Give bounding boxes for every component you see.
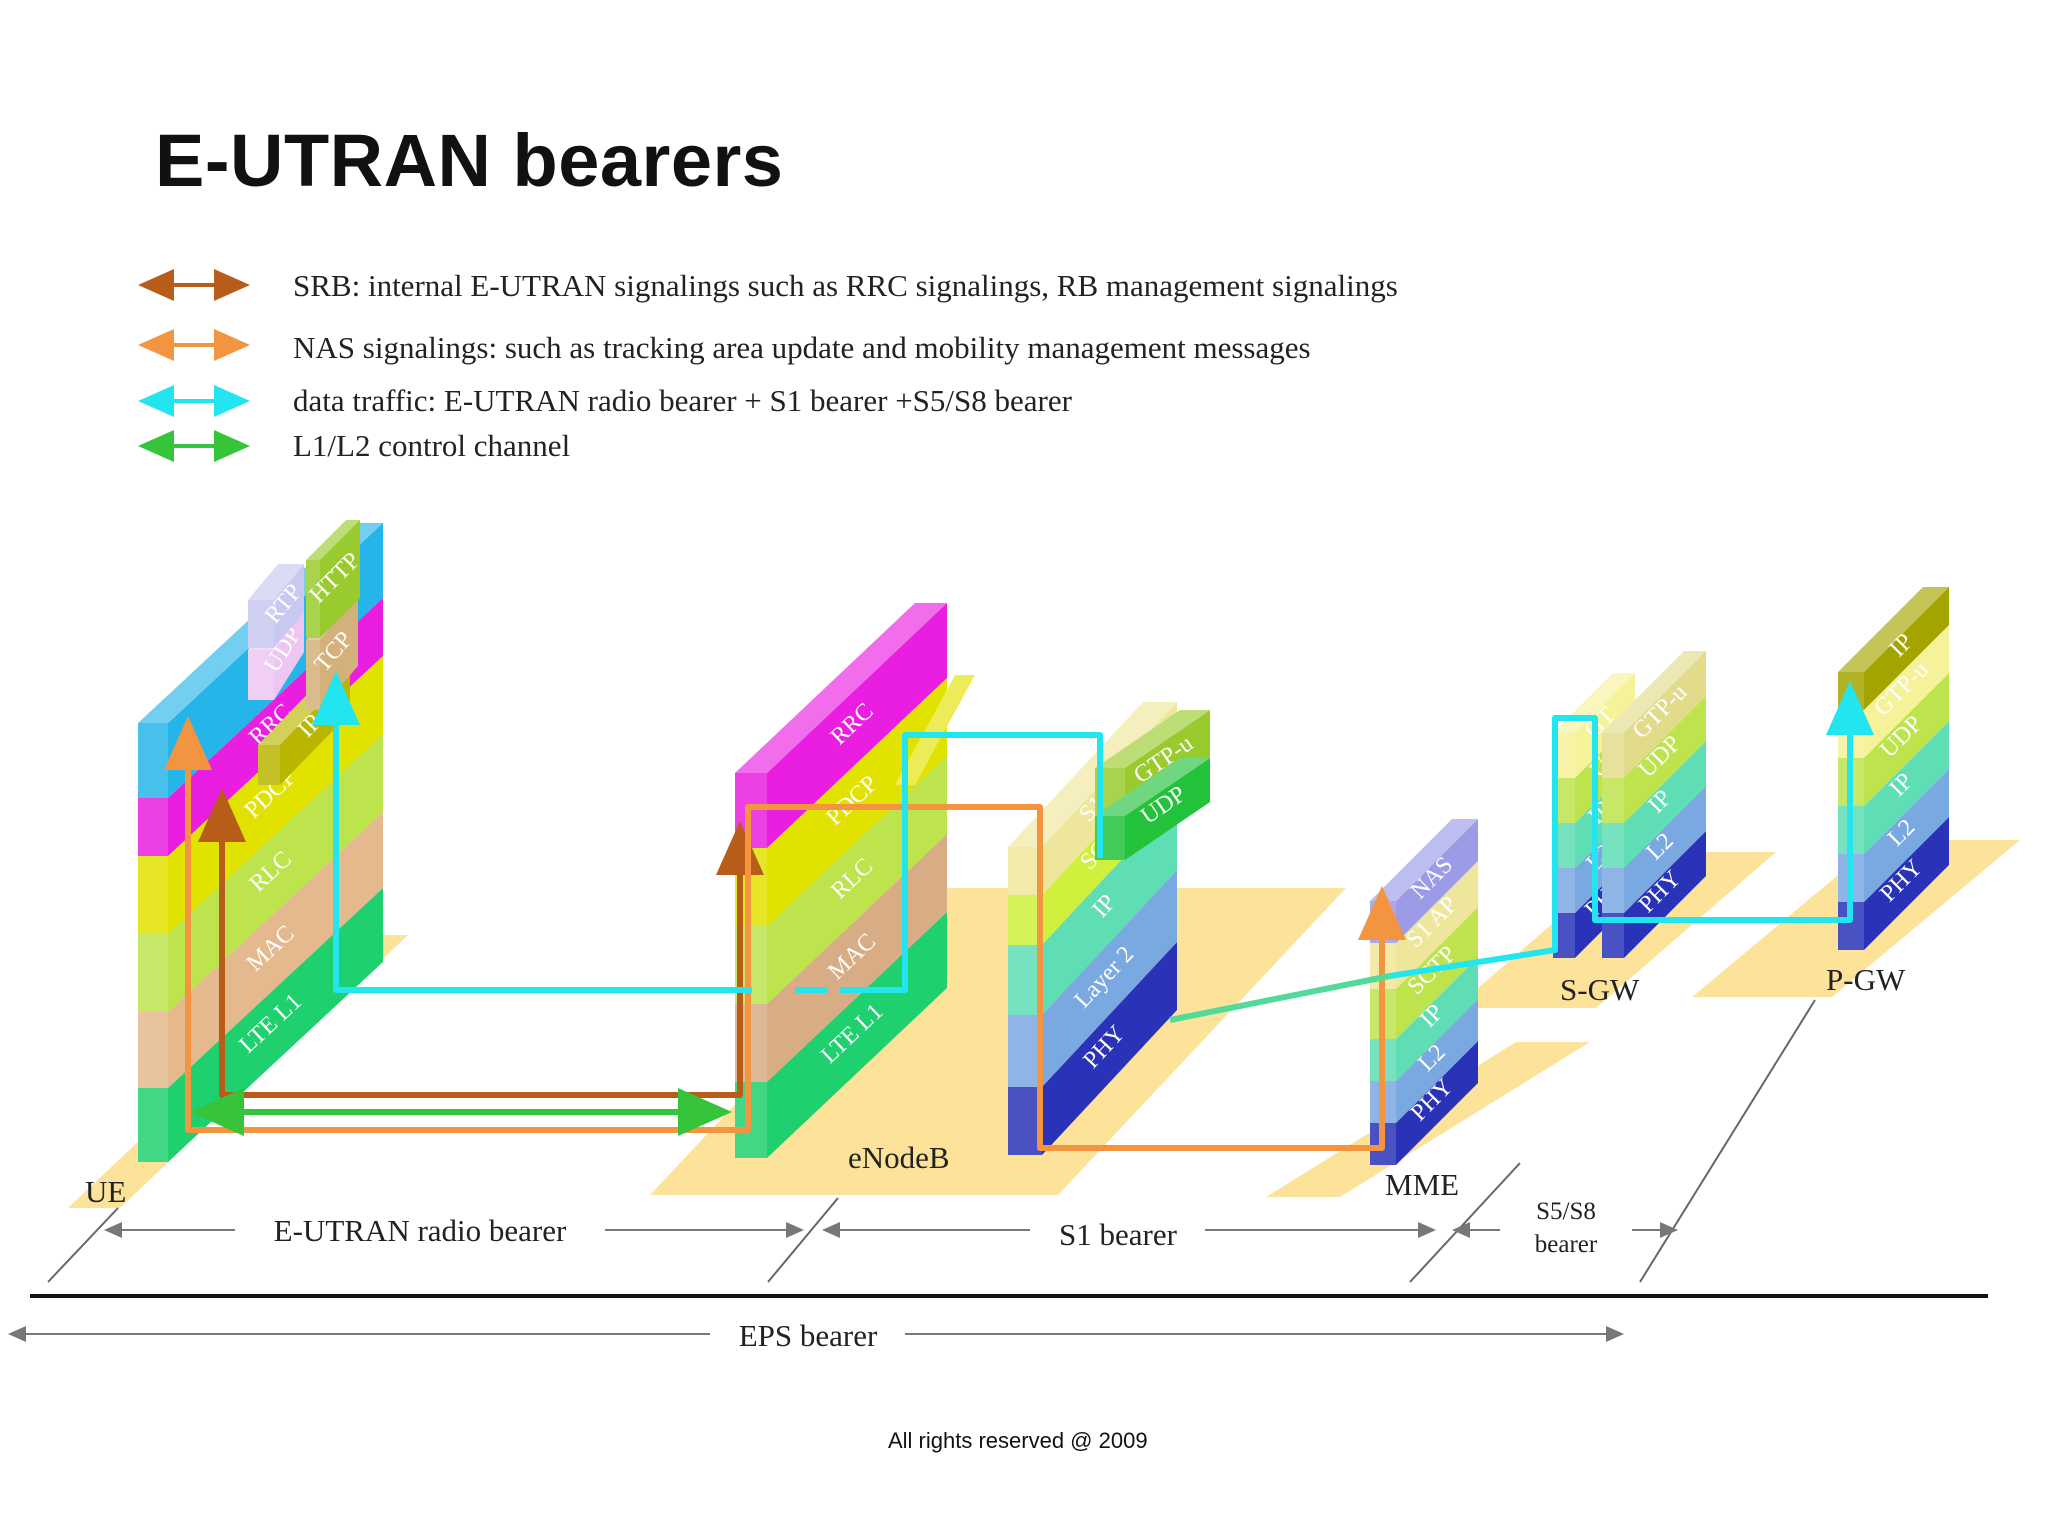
sgw-right-stack-layer-1-front bbox=[1602, 778, 1624, 823]
radio-bearer-label: E-UTRAN radio bearer bbox=[274, 1213, 567, 1248]
legend-nas-label: NAS signalings: such as tracking area up… bbox=[293, 330, 1311, 365]
ue-label: UE bbox=[85, 1174, 126, 1209]
pgw-stack-layer-0-front bbox=[1838, 672, 1864, 710]
ue-http-layer-top bbox=[306, 520, 360, 560]
data-path-ue bbox=[312, 671, 752, 993]
sgw-right-stack-layer-3-side bbox=[1624, 786, 1706, 913]
ue-control-stack-layer-4-front bbox=[138, 1012, 168, 1088]
pgw-stack-layer-0-side bbox=[1864, 587, 1949, 710]
legend-data-traffic-label: data traffic: E-UTRAN radio bearer + S1 … bbox=[293, 383, 1072, 418]
pgw-stack-layer-2-side bbox=[1864, 673, 1949, 806]
mme-label: MME bbox=[1385, 1167, 1459, 1202]
pgw-label: P-GW bbox=[1826, 962, 1906, 997]
s5s8-bearer-label-line1: S5/S8 bbox=[1536, 1198, 1596, 1225]
sgw-right-stack-layer-0-front bbox=[1602, 733, 1624, 778]
pgw-stack-layer-3-side bbox=[1864, 721, 1949, 854]
sgw-right-stack-layer-4-side bbox=[1624, 831, 1706, 958]
enb-s1-stack-layer-4-side bbox=[1042, 942, 1177, 1155]
mme-stack-layer-2-side bbox=[1396, 907, 1478, 1039]
mme-stack-layer-0-side bbox=[1396, 819, 1478, 943]
data-path-enb bbox=[840, 732, 1103, 993]
s1-bearer-label: S1 bearer bbox=[1059, 1217, 1178, 1252]
sgw-right-stack-layer-3-front bbox=[1602, 868, 1624, 913]
enb-s1-stack-layer-1-front bbox=[1008, 895, 1042, 945]
pgw-stack-layer-5-side bbox=[1864, 817, 1949, 950]
sgw-left-stack-layer-2-front bbox=[1553, 823, 1575, 868]
pgw-stack-layer-0: IP bbox=[1838, 587, 1949, 710]
ue-http-layer: HTTP bbox=[305, 520, 365, 638]
copyright-footer: All rights reserved @ 2009 bbox=[888, 1428, 1148, 1453]
data-path-core bbox=[1389, 681, 1874, 979]
dimension-tick bbox=[1639, 999, 1816, 1283]
sgw-right-stack-layer-2-front bbox=[1602, 823, 1624, 868]
ue-control-stack-layer-2-front bbox=[138, 856, 168, 934]
legend-control-channel-label: L1/L2 control channel bbox=[293, 428, 571, 463]
ue-control-stack-layer-1-front bbox=[138, 798, 168, 856]
sgw-left-stack-layer-3-front bbox=[1553, 868, 1575, 913]
enb-s1-stack-layer-4-front bbox=[1008, 1087, 1042, 1155]
sgw-left-stack-layer-1-front bbox=[1553, 778, 1575, 823]
sgw-left-stack-layer-4-front bbox=[1553, 913, 1575, 958]
sgw-right-stack-layer-2-side bbox=[1624, 741, 1706, 868]
dimension-tick bbox=[47, 1207, 119, 1283]
ue-control-stack-layer-3-front bbox=[138, 934, 168, 1012]
ue-http-layer-front bbox=[306, 560, 320, 638]
ue-ip-layer-front bbox=[258, 745, 280, 785]
mme-stack-layer-1-side bbox=[1396, 861, 1478, 989]
page-title: E-UTRAN bearers bbox=[155, 119, 784, 202]
protocol-stacks: LTE L1MACRLCPDCPRRCNASIPUDPTCPRTPHTTPLTE… bbox=[138, 520, 1949, 1165]
sgw-right-stack-layer-1-side bbox=[1624, 696, 1706, 823]
enodeb-label: eNodeB bbox=[848, 1140, 950, 1175]
data-path-s1-ip bbox=[1169, 973, 1391, 1023]
pgw-stack-layer-1-side bbox=[1864, 625, 1949, 758]
ue-rtp-layer-side bbox=[274, 564, 304, 648]
sgw-right-stack-layer-0-side bbox=[1624, 651, 1706, 778]
enb-s1-stack-layer-0-front bbox=[1008, 847, 1042, 895]
mme-stack-layer-3-side bbox=[1396, 957, 1478, 1081]
sgw-left-stack-layer-0-side bbox=[1575, 673, 1635, 778]
enb-s1-stack-layer-2-front bbox=[1008, 945, 1042, 1015]
s5s8-bearer-label-line2: bearer bbox=[1535, 1231, 1598, 1258]
sgw-right-stack-layer-4-front bbox=[1602, 913, 1624, 958]
ue-rtp-layer-front bbox=[248, 600, 274, 648]
legend-srb-label: SRB: internal E-UTRAN signalings such as… bbox=[293, 268, 1398, 303]
ue-rtp-layer-top bbox=[248, 564, 304, 600]
pgw-stack-layer-4-side bbox=[1864, 769, 1949, 902]
ue-udp-layer-front bbox=[248, 650, 274, 700]
signal-paths bbox=[164, 671, 1874, 1151]
dimension-tick bbox=[767, 1197, 839, 1283]
bearer-dimensions: E-UTRAN radio bearer S1 bearer S5/S8 bea… bbox=[8, 999, 1988, 1353]
ue-control-stack-layer-5-front bbox=[138, 1088, 168, 1162]
sgw-left-stack-layer-0-front bbox=[1553, 733, 1575, 778]
enb-s1-stack-layer-3-front bbox=[1008, 1015, 1042, 1087]
ue-control-stack-layer-0-front bbox=[138, 723, 168, 798]
eps-bearer-label: EPS bearer bbox=[739, 1318, 878, 1353]
sgw-right-stack-layer-0-top bbox=[1602, 651, 1706, 733]
mme-stack-layer-5-side bbox=[1396, 1041, 1478, 1165]
mme-stack-layer-4-side bbox=[1396, 999, 1478, 1123]
ue-udp-layer-side bbox=[274, 602, 304, 700]
pgw-stack-layer-5-front bbox=[1838, 902, 1864, 950]
sgw-label: S-GW bbox=[1560, 972, 1640, 1007]
ue-http-layer-side bbox=[320, 520, 360, 638]
pgw-stack-layer-0-top bbox=[1838, 587, 1949, 672]
